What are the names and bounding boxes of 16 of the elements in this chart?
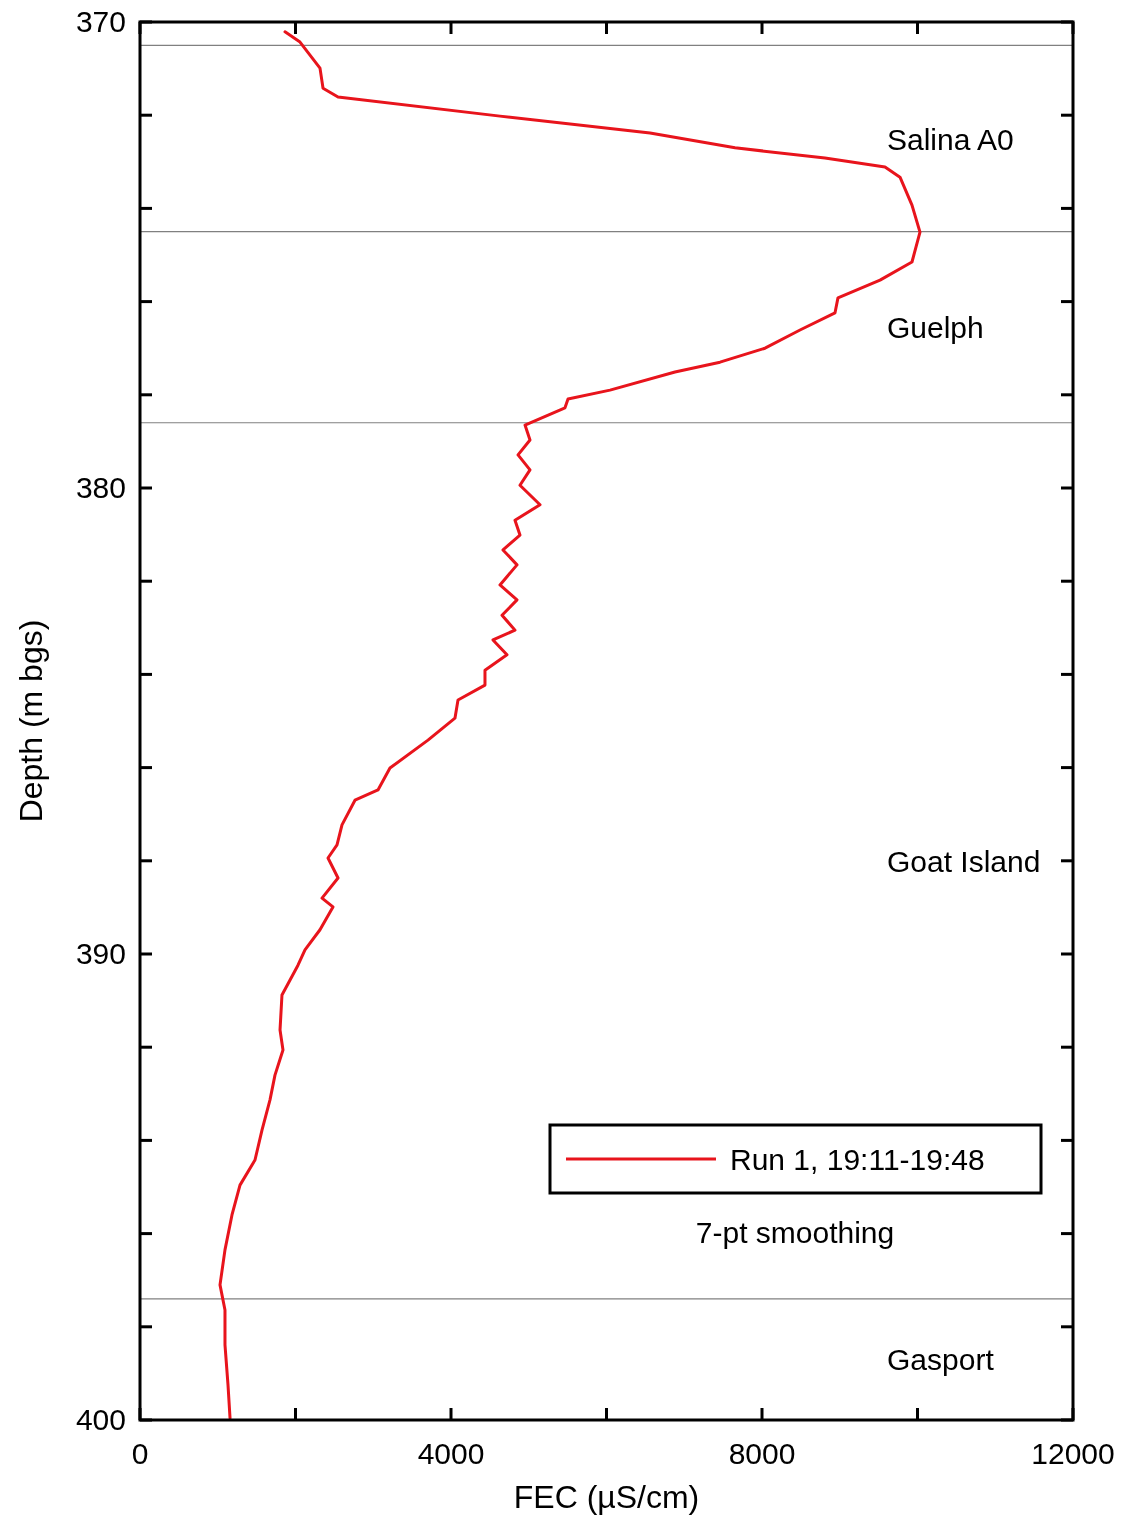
annotation: 7-pt smoothing	[695, 1216, 895, 1249]
x-tick-label: 4000	[417, 1437, 485, 1470]
y-tick-label: 400	[75, 1403, 126, 1436]
annotation: Goat Island	[887, 844, 1041, 878]
legend-label: Run 1, 19:11-19:48	[730, 1143, 985, 1176]
annotation: Gasport	[887, 1343, 995, 1377]
x-tick-label: 8000	[728, 1437, 796, 1470]
annotation: Salina A0	[887, 122, 1014, 156]
x-tick-label: 12000	[1031, 1437, 1115, 1470]
x-axis-title: FEC (µS/cm)	[513, 1479, 700, 1515]
y-tick-label: 380	[75, 471, 126, 504]
annotation: Guelph	[887, 311, 984, 345]
y-tick-label: 370	[75, 5, 126, 38]
x-tick-label: 0	[131, 1437, 149, 1470]
y-axis-title: Depth (m bgs)	[13, 619, 49, 823]
y-tick-label: 390	[75, 937, 126, 970]
